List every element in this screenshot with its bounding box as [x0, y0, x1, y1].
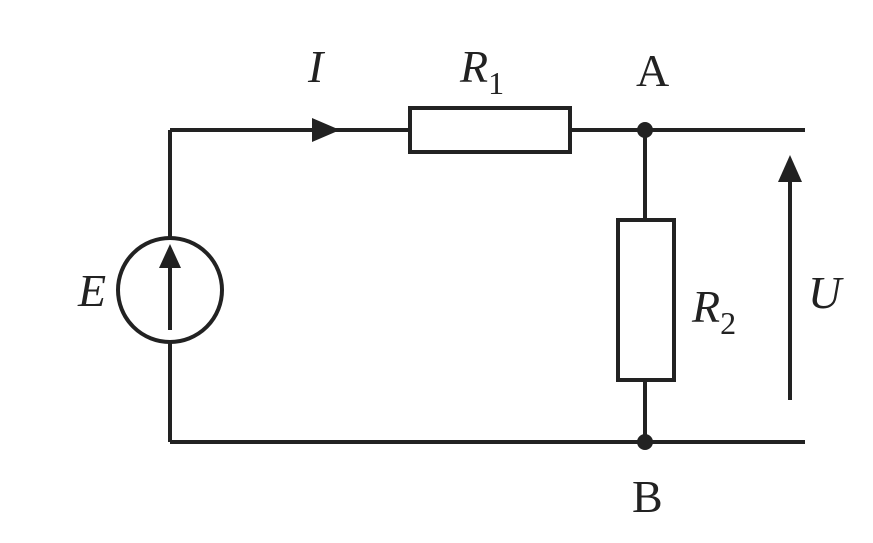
resistor-r1: [410, 108, 570, 152]
voltage-u-arrow-head: [778, 155, 802, 182]
label-u: U: [808, 267, 844, 318]
label-r2-sub: 2: [720, 305, 736, 341]
label-i: I: [307, 41, 326, 92]
label-r2: R2: [691, 281, 736, 341]
node-b-dot: [637, 434, 653, 450]
label-e: E: [77, 265, 106, 316]
current-arrow-head: [312, 118, 340, 142]
label-r1: R1: [459, 41, 504, 101]
resistor-r2: [618, 220, 674, 380]
label-r2-r: R: [691, 281, 720, 332]
label-r1-sub: 1: [488, 65, 504, 101]
label-node-a: A: [636, 45, 669, 96]
label-node-b: B: [632, 471, 663, 522]
voltage-source-arrow-head: [159, 244, 181, 268]
node-a-dot: [637, 122, 653, 138]
label-r1-r: R: [459, 41, 488, 92]
circuit-diagram: E I R1 R2 A B U: [0, 0, 873, 543]
